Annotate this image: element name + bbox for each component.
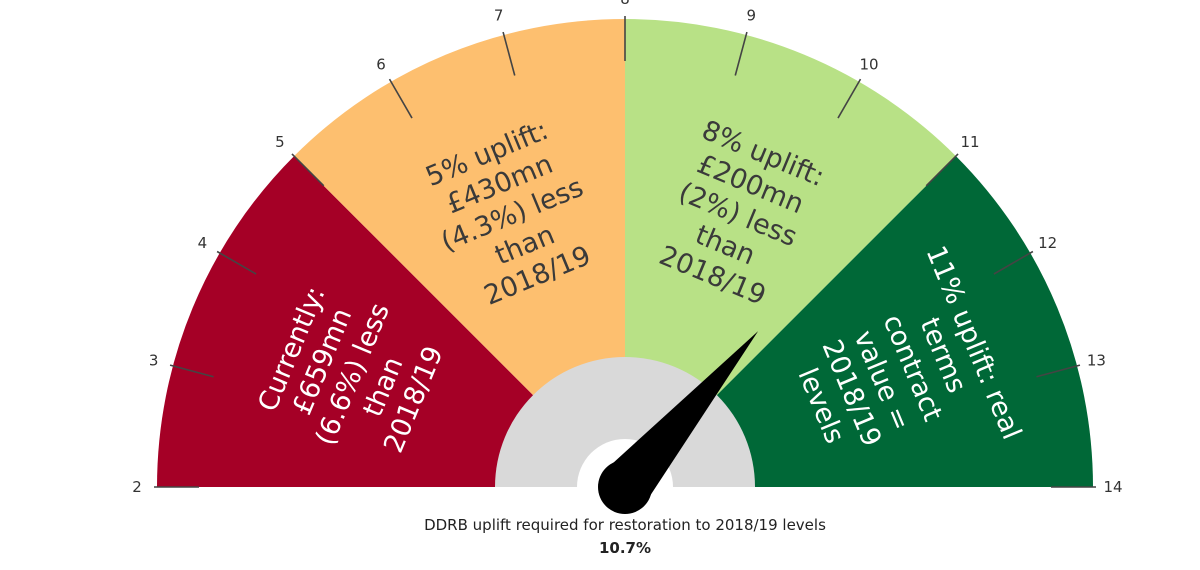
- caption-title: DDRB uplift required for restoration to …: [424, 516, 826, 534]
- tick-label-8: 8: [620, 0, 630, 8]
- gauge-hub: [495, 357, 755, 487]
- caption-value: 10.7%: [598, 539, 652, 557]
- tick-label-13: 13: [1087, 352, 1106, 370]
- tick-3: [169, 364, 214, 378]
- tick-9: [734, 31, 748, 76]
- tick-label-6: 6: [376, 55, 386, 73]
- tick-label-11: 11: [961, 133, 980, 151]
- tick-7: [502, 31, 516, 76]
- gauge-band-1: [157, 156, 625, 487]
- gauge-band-3: [625, 19, 956, 487]
- tick-label-5: 5: [275, 133, 285, 151]
- tick-label-4: 4: [198, 234, 208, 252]
- tick-label-2: 2: [132, 478, 142, 496]
- tick-4: [216, 250, 257, 275]
- tick-11: [925, 153, 959, 187]
- gauge-needle: [598, 331, 759, 514]
- tick-label-12: 12: [1038, 234, 1057, 252]
- tick-label-9: 9: [747, 7, 757, 25]
- needle-pivot: [598, 460, 652, 514]
- gauge-ticks: 2 3 4 5 6 7 8 9 10 11 12 13 14: [132, 0, 1122, 496]
- tick-label-10: 10: [859, 55, 878, 73]
- tick-label-7: 7: [494, 7, 504, 25]
- tick-label-14: 14: [1103, 478, 1122, 496]
- tick-5: [291, 153, 325, 187]
- tick-10: [837, 78, 862, 119]
- gauge-band-2: [294, 19, 625, 487]
- tick-12: [993, 250, 1034, 275]
- needle-pointer: [605, 331, 759, 504]
- tick-label-3: 3: [149, 352, 159, 370]
- gauge-bands: [157, 19, 1093, 487]
- tick-13: [1036, 364, 1081, 378]
- tick-6: [388, 78, 413, 119]
- gauge-band-4: [625, 156, 1093, 487]
